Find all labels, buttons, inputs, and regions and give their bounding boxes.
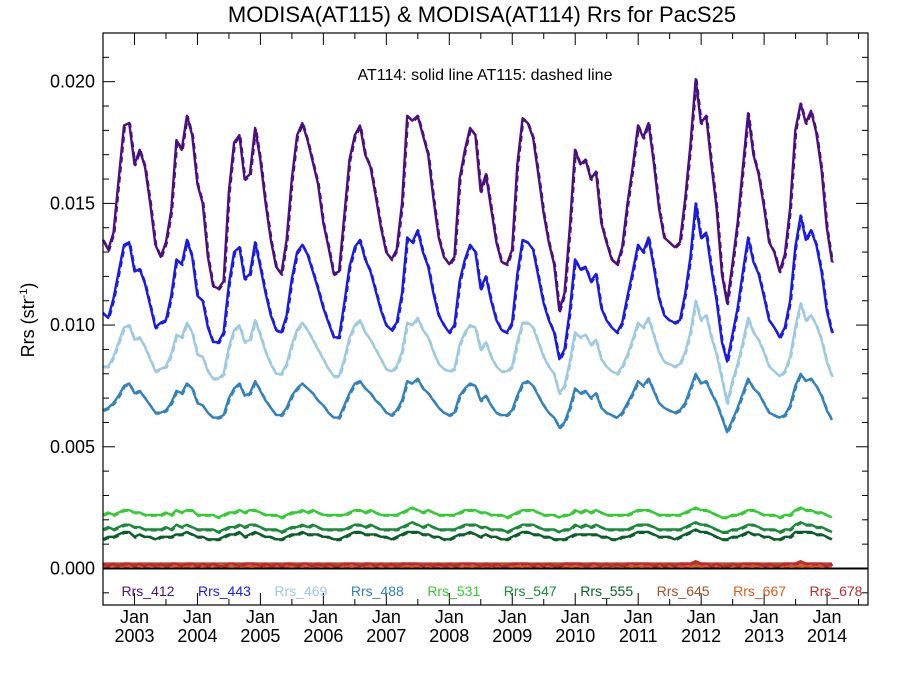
x-tick-label-month: Jan xyxy=(561,607,590,627)
series-rrs-469 xyxy=(103,299,834,406)
x-tick-label-year: 2014 xyxy=(807,626,847,646)
series-line-at115 xyxy=(103,300,834,406)
x-tick-label-year: 2012 xyxy=(681,626,721,646)
x-tick-label-year: 2006 xyxy=(303,626,343,646)
x-tick-label-month: Jan xyxy=(624,607,653,627)
x-tick-label-month: Jan xyxy=(183,607,212,627)
legend-item: Rrs_667 xyxy=(733,583,786,599)
series-line-at115 xyxy=(103,521,834,535)
y-tick-label: 0.010 xyxy=(50,315,95,335)
y-tick-label: 0.015 xyxy=(50,193,95,213)
series-rrs-443 xyxy=(102,202,834,364)
x-tick-label-month: Jan xyxy=(687,607,716,627)
x-tick-label-year: 2009 xyxy=(492,626,532,646)
legend-item: Rrs_678 xyxy=(810,583,863,599)
legend-item: Rrs_531 xyxy=(427,583,480,599)
x-tick-label-year: 2004 xyxy=(177,626,217,646)
legend-item: Rrs_412 xyxy=(122,583,175,599)
x-axis: Jan2003Jan2004Jan2005Jan2006Jan2007Jan20… xyxy=(102,33,860,646)
legend-item: Rrs_469 xyxy=(274,583,327,599)
x-tick-label-month: Jan xyxy=(435,607,464,627)
x-tick-label-year: 2007 xyxy=(366,626,406,646)
y-tick-label: 0.000 xyxy=(50,558,95,578)
y-tick-label: 0.005 xyxy=(50,437,95,457)
series-line-at115 xyxy=(102,78,834,313)
x-tick-label-month: Jan xyxy=(498,607,527,627)
series-rrs-488 xyxy=(102,372,834,435)
y-tick-label: 0.020 xyxy=(50,72,95,92)
y-axis-label: Rrs (str-1) xyxy=(18,283,38,358)
legend-item: Rrs_443 xyxy=(198,583,251,599)
x-tick-label-month: Jan xyxy=(813,607,842,627)
chart-title: MODISA(AT115) & MODISA(AT114) Rrs for Pa… xyxy=(228,2,736,27)
series-line-at114 xyxy=(102,506,833,519)
x-tick-label-year: 2005 xyxy=(240,626,280,646)
series-rrs-678 xyxy=(102,560,834,569)
series-rrs-555 xyxy=(102,528,834,542)
series-line-at115 xyxy=(103,529,834,542)
x-tick-label-month: Jan xyxy=(246,607,275,627)
x-tick-label-year: 2013 xyxy=(744,626,784,646)
series-line-at115 xyxy=(103,560,834,569)
x-tick-label-year: 2010 xyxy=(555,626,595,646)
legend-item: Rrs_547 xyxy=(504,583,557,599)
x-tick-label-month: Jan xyxy=(309,607,338,627)
series-line-at114 xyxy=(102,521,833,534)
x-tick-label-year: 2003 xyxy=(114,626,154,646)
y-axis-label-sup: -1 xyxy=(18,289,30,299)
series-line-at115 xyxy=(103,373,834,435)
plot-frame xyxy=(102,32,869,606)
y-axis: 0.000 0.005 0.010 0.015 0.020 xyxy=(50,56,868,594)
y-axis-label-main: Rrs (str xyxy=(18,298,38,357)
series-rrs-547 xyxy=(102,521,834,535)
legend: Rrs_412 Rrs_443 Rrs_469 Rrs_488 Rrs_531 Rrs_5… xyxy=(122,583,863,599)
x-tick-label-month: Jan xyxy=(372,607,401,627)
x-tick-label-month: Jan xyxy=(750,607,779,627)
series-layer xyxy=(101,77,834,569)
series-line-at114 xyxy=(103,299,834,405)
y-axis-label-close: ) xyxy=(18,283,38,289)
series-line-at115 xyxy=(102,202,834,364)
series-line-at115 xyxy=(103,507,834,520)
x-tick-label-year: 2011 xyxy=(619,626,658,646)
legend-item: Rrs_555 xyxy=(580,583,633,599)
legend-item: Rrs_488 xyxy=(351,583,404,599)
series-rrs-531 xyxy=(102,506,834,520)
x-tick-label-month: Jan xyxy=(120,607,149,627)
series-style-note: AT114: solid line AT115: dashed line xyxy=(358,67,613,84)
legend-item: Rrs_645 xyxy=(657,583,710,599)
series-rrs-412 xyxy=(101,77,834,313)
x-tick-label-year: 2008 xyxy=(429,626,469,646)
